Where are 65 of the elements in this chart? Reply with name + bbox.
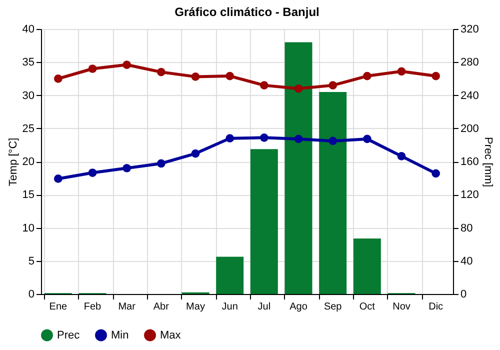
y-tick-label: 35 bbox=[22, 56, 34, 69]
legend-label: Max bbox=[160, 329, 182, 342]
point bbox=[191, 149, 200, 158]
x-tick-label: May bbox=[186, 302, 205, 312]
point bbox=[88, 64, 97, 73]
y2-tick-label: 200 bbox=[460, 122, 479, 135]
point bbox=[362, 134, 372, 144]
x-tick-label: Jul bbox=[258, 302, 271, 312]
y2-tick-label: 120 bbox=[460, 189, 479, 202]
y2-tick-label: 240 bbox=[460, 90, 479, 102]
x-tick-label: Jun bbox=[222, 302, 238, 312]
y-tick-label: 40 bbox=[22, 24, 34, 36]
y-tick-label: 30 bbox=[22, 90, 34, 102]
x-tick-label: Nov bbox=[392, 302, 410, 312]
x-tick-label: Oct bbox=[359, 302, 376, 312]
point bbox=[294, 84, 303, 93]
y2-axis-title: Prec [mm] bbox=[482, 136, 494, 188]
point bbox=[397, 152, 406, 160]
x-tick-label: Feb bbox=[84, 302, 102, 312]
y-axis-title: Temp [°C] bbox=[7, 138, 20, 186]
point bbox=[88, 168, 97, 177]
legend-label: Prec bbox=[57, 329, 80, 342]
x-tick-label: Mar bbox=[118, 302, 136, 312]
x-tick-label: Ene bbox=[49, 302, 68, 312]
point bbox=[397, 67, 406, 76]
point bbox=[156, 68, 166, 76]
y-tick-label: 5 bbox=[28, 255, 34, 268]
point bbox=[328, 81, 338, 90]
y-tick-label: 25 bbox=[22, 122, 34, 135]
point bbox=[156, 159, 166, 168]
bar bbox=[353, 238, 381, 294]
point bbox=[191, 72, 200, 81]
point bbox=[432, 169, 440, 178]
y-tick-label: 0 bbox=[28, 288, 34, 300]
y2-tick-label: 280 bbox=[460, 56, 479, 69]
point bbox=[226, 134, 234, 142]
point bbox=[122, 164, 132, 172]
point bbox=[432, 72, 440, 80]
x-tick-label: Sep bbox=[324, 302, 342, 312]
y2-tick-label: 320 bbox=[460, 24, 479, 36]
legend-label: Min bbox=[111, 329, 129, 342]
point bbox=[122, 60, 132, 69]
point bbox=[294, 134, 303, 144]
y2-tick-label: 160 bbox=[460, 156, 479, 168]
point bbox=[226, 72, 234, 80]
point bbox=[362, 72, 372, 80]
point bbox=[260, 133, 268, 142]
bar bbox=[250, 149, 278, 294]
x-tick-label: Dic bbox=[428, 302, 444, 312]
chart-title: Gráfico climático - Banjul bbox=[174, 5, 320, 19]
point bbox=[328, 136, 338, 146]
y-tick-label: 15 bbox=[22, 189, 34, 202]
bar bbox=[216, 256, 244, 294]
bar bbox=[319, 92, 347, 294]
point bbox=[260, 81, 268, 90]
x-tick-label: Abr bbox=[153, 302, 170, 312]
y-tick-label: 10 bbox=[22, 222, 34, 234]
y-tick-label: 20 bbox=[22, 156, 34, 168]
y2-tick-label: 80 bbox=[460, 222, 473, 234]
y2-tick-label: 40 bbox=[460, 255, 473, 268]
point bbox=[54, 174, 62, 183]
point bbox=[54, 74, 62, 83]
bar bbox=[284, 42, 312, 294]
x-tick-label: Ago bbox=[290, 302, 308, 312]
y2-tick-label: 0 bbox=[460, 288, 467, 300]
